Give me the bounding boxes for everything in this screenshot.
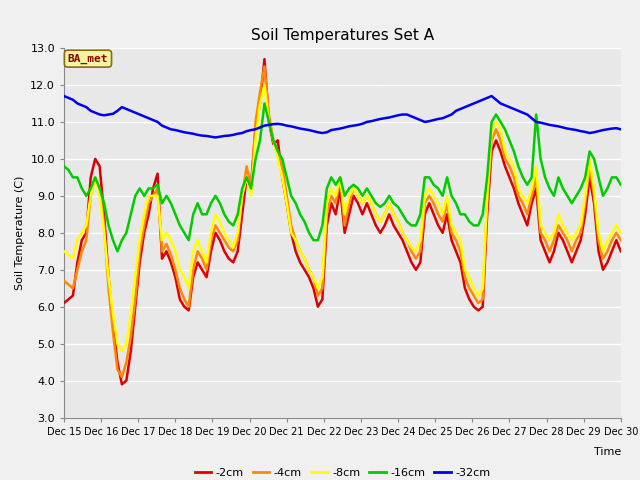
Text: Time: Time [593,447,621,457]
Legend: -2cm, -4cm, -8cm, -16cm, -32cm: -2cm, -4cm, -8cm, -16cm, -32cm [190,464,495,480]
Text: BA_met: BA_met [68,54,108,64]
Title: Soil Temperatures Set A: Soil Temperatures Set A [251,28,434,43]
Y-axis label: Soil Temperature (C): Soil Temperature (C) [15,176,25,290]
